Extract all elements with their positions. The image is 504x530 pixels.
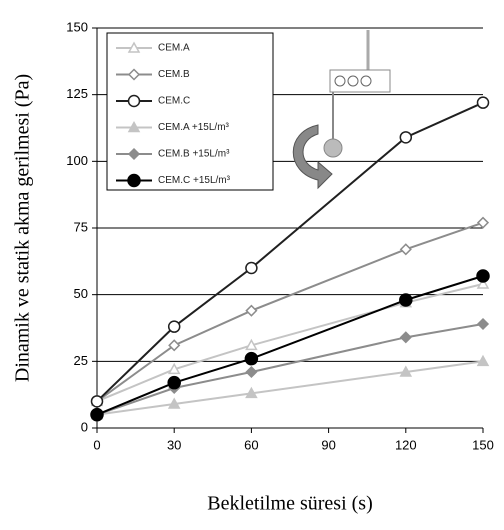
x-tick-label: 0: [93, 437, 100, 452]
marker: [167, 397, 181, 409]
x-tick-label: 150: [472, 437, 494, 452]
marker: [127, 41, 141, 53]
device-roller: [347, 75, 359, 87]
marker: [90, 407, 104, 422]
device-body: [329, 69, 391, 93]
legend-label: CEM.C: [158, 96, 190, 107]
legend-label: CEM.A: [158, 43, 190, 54]
marker: [167, 320, 181, 333]
x-tick-label: 90: [321, 437, 335, 452]
marker: [399, 331, 412, 344]
y-tick-label: 25: [74, 353, 88, 368]
x-tick-label: 120: [395, 437, 417, 452]
marker: [476, 277, 490, 289]
series-line: [96, 221, 484, 403]
marker: [245, 386, 258, 399]
marker: [90, 395, 104, 408]
marker: [476, 317, 490, 331]
marker: [245, 338, 258, 351]
series-line: [96, 360, 484, 416]
legend-label: CEM.C +15L/m³: [158, 175, 231, 186]
marker: [244, 351, 259, 366]
marker: [127, 147, 141, 161]
legend: CEM.A CEM.B CEM.C CEM.A +15L/m³ CEM.B +15L/m…: [106, 32, 274, 191]
marker: [127, 173, 141, 188]
marker: [127, 94, 141, 108]
marker: [127, 120, 141, 133]
marker: [476, 96, 490, 109]
legend-box: [106, 32, 274, 191]
device-roller: [334, 75, 346, 87]
y-tick-label: 125: [66, 86, 88, 101]
y-axis-label: Dinamik ve statik akma gerilmesi (Pa): [12, 74, 34, 382]
marker: [245, 261, 258, 275]
legend-label: CEM.B +15L/m³: [158, 149, 230, 160]
legend-label: CEM.B: [158, 69, 190, 80]
marker: [476, 216, 490, 229]
device-illustration: [292, 30, 391, 190]
marker: [399, 293, 413, 307]
marker: [399, 243, 412, 256]
marker: [127, 68, 141, 81]
device-ball: [323, 138, 343, 158]
marker: [167, 362, 181, 375]
y-tick-label: 75: [74, 219, 88, 234]
device-roller: [360, 75, 372, 87]
x-tick-label: 60: [244, 437, 258, 452]
y-tick-label: 0: [81, 419, 88, 434]
x-tick-label: 30: [167, 437, 181, 452]
marker: [245, 365, 258, 379]
marker: [476, 269, 490, 283]
marker: [399, 365, 413, 377]
marker: [399, 131, 413, 144]
x-axis-label: Bekletilme süresi (s): [207, 493, 373, 515]
marker: [167, 375, 181, 390]
y-tick-label: 50: [74, 286, 88, 301]
rotation-arrow: [292, 124, 333, 190]
legend-label: CEM.A +15L/m³: [158, 122, 230, 133]
marker: [476, 354, 490, 367]
y-tick-label: 150: [66, 19, 88, 34]
marker: [245, 304, 258, 317]
series-line: [96, 283, 484, 403]
y-tick-label: 100: [66, 153, 88, 168]
marker: [168, 339, 181, 352]
